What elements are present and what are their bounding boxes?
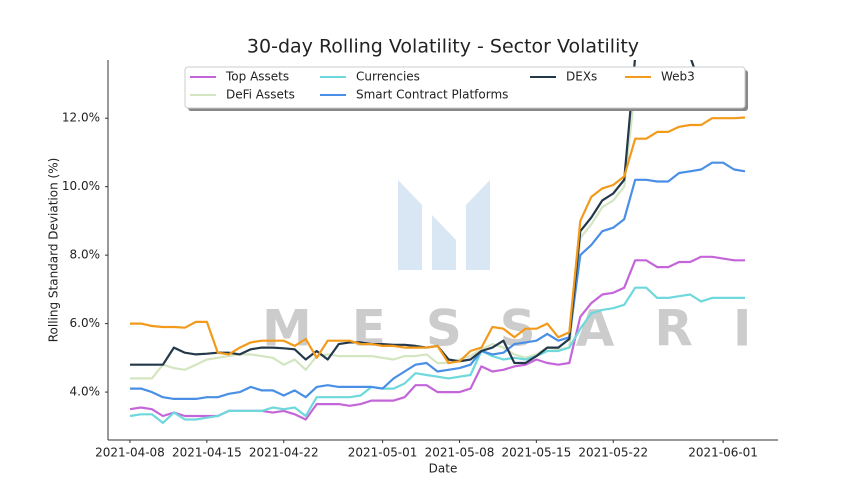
x-tick-label: 2021-06-01	[688, 446, 758, 460]
x-tick-label: 2021-05-22	[578, 446, 648, 460]
y-tick-label: 8.0%	[70, 248, 101, 262]
legend-label: Web3	[661, 70, 695, 84]
y-tick-label: 12.0%	[62, 111, 100, 125]
legend-label: Smart Contract Platforms	[356, 88, 508, 102]
y-axis-label: Rolling Standard Deviation (%)	[47, 158, 61, 343]
x-tick-label: 2021-04-22	[249, 446, 319, 460]
legend-label: DEXs	[566, 70, 597, 84]
y-tick-label: 6.0%	[70, 316, 101, 330]
legend: Top Assets DeFi Assets Currencies Smart Con…	[184, 66, 748, 111]
x-axis-label: Date	[429, 462, 458, 476]
plot-lines	[129, 60, 746, 424]
x-tick-label: 2021-04-08	[95, 446, 165, 460]
x-tick-label: 2021-05-08	[425, 446, 495, 460]
legend-label: DeFi Assets	[226, 88, 295, 102]
x-tick-label: 2021-05-15	[501, 446, 571, 460]
legend-label: Top Assets	[225, 70, 289, 84]
series-line	[129, 286, 745, 424]
legend-label: Currencies	[356, 70, 420, 84]
watermark-logo	[398, 180, 490, 270]
chart-title: 30-day Rolling Volatility - Sector Volat…	[247, 36, 639, 58]
series-line	[130, 161, 746, 400]
x-tick-label: 2021-04-15	[172, 446, 242, 460]
x-tick-label: 2021-05-01	[348, 446, 418, 460]
y-tick-label: 10.0%	[62, 179, 100, 193]
series-line	[130, 116, 746, 365]
y-tick-label: 4.0%	[70, 385, 101, 399]
